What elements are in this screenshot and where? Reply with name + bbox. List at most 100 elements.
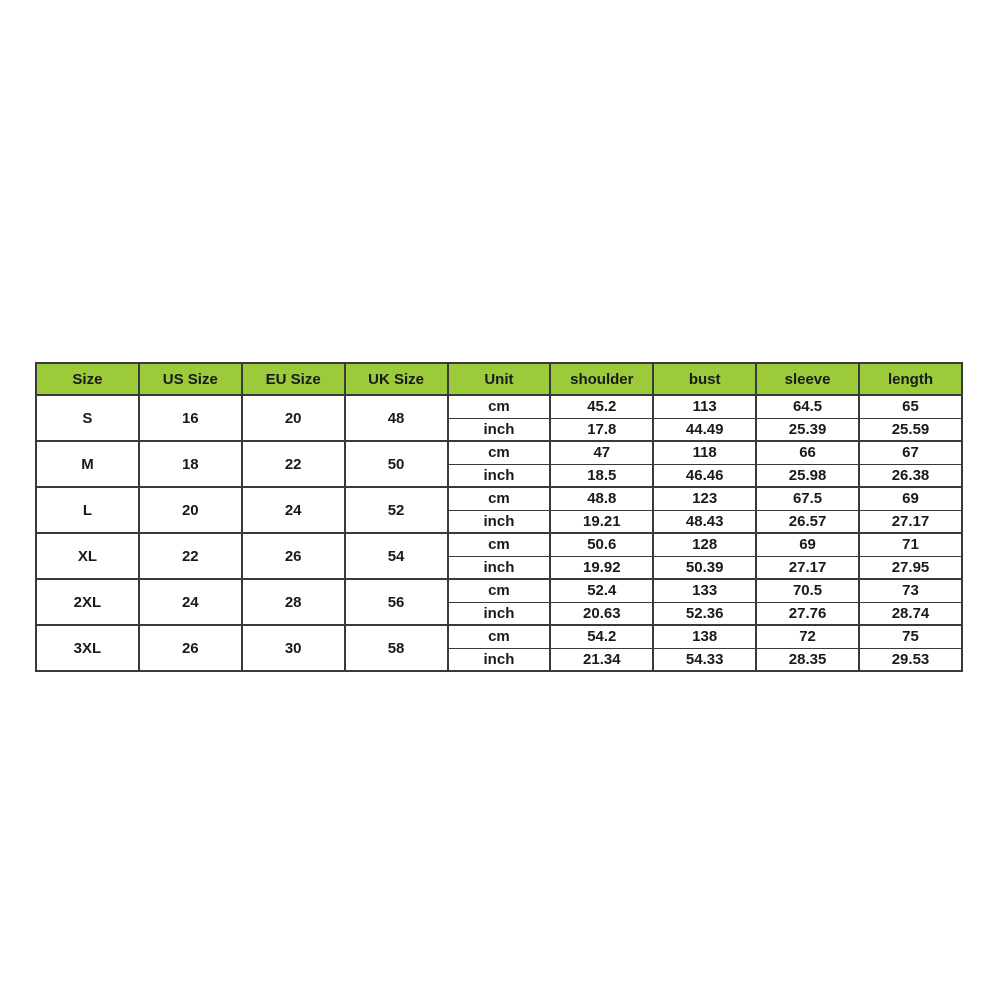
uk-size-cell: 58 xyxy=(343,624,449,672)
sleeve-cm-value: 67.5 xyxy=(755,486,860,511)
length-cm-value: 71 xyxy=(858,532,963,557)
unit-cm-label: cm xyxy=(446,486,552,511)
eu-size-cell: 26 xyxy=(240,532,346,580)
column-header-length: length xyxy=(858,362,963,396)
sleeve-inch-value: 27.17 xyxy=(755,555,860,580)
size-cell: M xyxy=(35,440,140,488)
bust-inch-value: 44.49 xyxy=(652,417,758,442)
sleeve-inch-value: 25.98 xyxy=(755,463,860,488)
column-header-shoulder: shoulder xyxy=(549,362,655,396)
length-inch-value: 28.74 xyxy=(858,601,963,626)
length-cm-value: 75 xyxy=(858,624,963,649)
unit-cm-label: cm xyxy=(446,394,552,419)
sleeve-cm-value: 70.5 xyxy=(755,578,860,603)
bust-cm-value: 113 xyxy=(652,394,758,419)
table-row: inch 18.5 46.46 25.98 26.38 xyxy=(36,463,963,488)
bust-cm-value: 133 xyxy=(652,578,758,603)
table-row: inch 20.63 52.36 27.76 28.74 xyxy=(36,601,963,626)
uk-size-cell: 48 xyxy=(343,394,449,442)
unit-cm-label: cm xyxy=(446,624,552,649)
us-size-cell: 24 xyxy=(137,578,243,626)
eu-size-cell: 20 xyxy=(240,394,346,442)
length-inch-value: 27.95 xyxy=(858,555,963,580)
length-inch-value: 27.17 xyxy=(858,509,963,534)
unit-cm-label: cm xyxy=(446,532,552,557)
length-inch-value: 26.38 xyxy=(858,463,963,488)
sleeve-inch-value: 25.39 xyxy=(755,417,860,442)
table-row: 2XL 24 28 56 cm 52.4 133 70.5 73 xyxy=(35,578,963,626)
column-header-bust: bust xyxy=(652,362,758,396)
us-size-cell: 20 xyxy=(137,486,243,534)
shoulder-cm-value: 50.6 xyxy=(549,532,655,557)
uk-size-cell: 52 xyxy=(343,486,449,534)
size-cell: 2XL xyxy=(35,578,140,626)
size-chart-header: Size US Size EU Size UK Size Unit should… xyxy=(35,362,963,396)
bust-inch-value: 50.39 xyxy=(652,555,758,580)
uk-size-cell: 54 xyxy=(343,532,449,580)
sleeve-cm-value: 72 xyxy=(755,624,860,649)
column-header-sleeve: sleeve xyxy=(755,362,860,396)
unit-inch-label: inch xyxy=(446,417,552,442)
size-chart-table: Size US Size EU Size UK Size Unit should… xyxy=(35,362,963,672)
table-row: L 20 24 52 cm 48.8 123 67.5 69 xyxy=(35,486,963,534)
bust-inch-value: 52.36 xyxy=(652,601,758,626)
length-inch-value: 29.53 xyxy=(858,647,963,672)
bust-cm-value: 128 xyxy=(652,532,758,557)
size-cell: XL xyxy=(35,532,140,580)
length-cm-value: 73 xyxy=(858,578,963,603)
table-row: S 16 20 48 cm 45.2 113 64.5 65 xyxy=(35,394,963,442)
shoulder-inch-value: 17.8 xyxy=(549,417,655,442)
sleeve-cm-value: 64.5 xyxy=(755,394,860,419)
uk-size-cell: 56 xyxy=(343,578,449,626)
size-chart: Size US Size EU Size UK Size Unit should… xyxy=(35,362,963,672)
shoulder-inch-value: 19.92 xyxy=(549,555,655,580)
unit-inch-label: inch xyxy=(446,601,552,626)
uk-size-cell: 50 xyxy=(343,440,449,488)
column-header-us-size: US Size xyxy=(137,362,243,396)
size-cell: L xyxy=(35,486,140,534)
shoulder-cm-value: 52.4 xyxy=(549,578,655,603)
bust-inch-value: 54.33 xyxy=(652,647,758,672)
sleeve-inch-value: 27.76 xyxy=(755,601,860,626)
shoulder-inch-value: 21.34 xyxy=(549,647,655,672)
column-header-uk-size: UK Size xyxy=(343,362,449,396)
unit-cm-label: cm xyxy=(446,440,552,465)
table-row: M 18 22 50 cm 47 118 66 67 xyxy=(35,440,963,488)
table-row: XL 22 26 54 cm 50.6 128 69 71 xyxy=(35,532,963,580)
unit-inch-label: inch xyxy=(446,647,552,672)
shoulder-inch-value: 20.63 xyxy=(549,601,655,626)
table-row: inch 19.92 50.39 27.17 27.95 xyxy=(36,555,963,580)
unit-inch-label: inch xyxy=(446,555,552,580)
shoulder-inch-value: 19.21 xyxy=(549,509,655,534)
size-cell: 3XL xyxy=(35,624,140,672)
column-header-size: Size xyxy=(35,362,140,396)
bust-inch-value: 46.46 xyxy=(652,463,758,488)
shoulder-cm-value: 45.2 xyxy=(549,394,655,419)
length-cm-value: 67 xyxy=(858,440,963,465)
table-row: 3XL 26 30 58 cm 54.2 138 72 75 xyxy=(35,624,963,672)
shoulder-inch-value: 18.5 xyxy=(549,463,655,488)
table-row: inch 21.34 54.33 28.35 29.53 xyxy=(36,647,963,672)
sleeve-cm-value: 66 xyxy=(755,440,860,465)
column-header-eu-size: EU Size xyxy=(240,362,346,396)
sleeve-inch-value: 28.35 xyxy=(755,647,860,672)
size-cell: S xyxy=(35,394,140,442)
us-size-cell: 26 xyxy=(137,624,243,672)
eu-size-cell: 22 xyxy=(240,440,346,488)
bust-cm-value: 138 xyxy=(652,624,758,649)
shoulder-cm-value: 48.8 xyxy=(549,486,655,511)
unit-inch-label: inch xyxy=(446,463,552,488)
length-cm-value: 65 xyxy=(858,394,963,419)
eu-size-cell: 30 xyxy=(240,624,346,672)
unit-cm-label: cm xyxy=(446,578,552,603)
sleeve-inch-value: 26.57 xyxy=(755,509,860,534)
length-inch-value: 25.59 xyxy=(858,417,963,442)
us-size-cell: 18 xyxy=(137,440,243,488)
table-row: inch 17.8 44.49 25.39 25.59 xyxy=(36,417,963,442)
us-size-cell: 22 xyxy=(137,532,243,580)
sleeve-cm-value: 69 xyxy=(755,532,860,557)
table-row: inch 19.21 48.43 26.57 27.17 xyxy=(36,509,963,534)
shoulder-cm-value: 47 xyxy=(549,440,655,465)
us-size-cell: 16 xyxy=(137,394,243,442)
shoulder-cm-value: 54.2 xyxy=(549,624,655,649)
